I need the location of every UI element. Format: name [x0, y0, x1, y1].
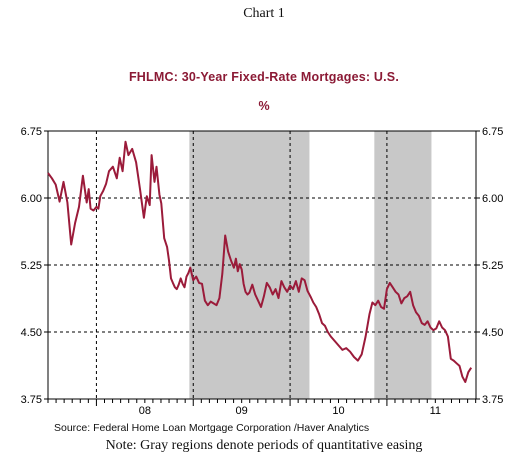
x-tick-label: 08 — [139, 405, 151, 417]
x-tick-label: 09 — [236, 405, 248, 417]
shaded-regions-layer — [189, 131, 432, 399]
x-tick-label: 10 — [332, 405, 344, 417]
y-tick-label-right: 6.75 — [482, 126, 503, 138]
y-tick-label-left: 6.75 — [21, 126, 42, 138]
qe-note: Note: Gray regions denote periods of qua… — [105, 438, 423, 453]
tick-layer: 3.75 3.75 4.50 4.50 5.25 5.25 6.00 6.00 6.75 6.75… — [21, 126, 504, 417]
mortgage-rate-line — [47, 140, 473, 383]
chart-unit-label: % — [258, 99, 270, 113]
y-tick-label-left: 6.00 — [21, 193, 42, 205]
x-tick-label: 11 — [430, 405, 441, 417]
chart-title: FHLMC: 30-Year Fixed-Rate Mortgages: U.S… — [128, 70, 400, 84]
y-tick-label-right: 3.75 — [482, 394, 503, 406]
y-tick-label-right: 5.25 — [482, 260, 503, 272]
series-layer — [47, 140, 473, 383]
grid-layer — [48, 131, 476, 399]
chart-plot: 3.75 3.75 4.50 4.50 5.25 5.25 6.00 6.00 6.75 6.75… — [21, 126, 504, 417]
chart-number-label: Chart 1 — [243, 6, 285, 21]
y-tick-label-left: 4.50 — [21, 327, 42, 339]
y-tick-label-right: 6.00 — [482, 193, 503, 205]
y-tick-label-left: 3.75 — [21, 394, 42, 406]
qe-shaded-region — [189, 131, 310, 399]
y-tick-label-right: 4.50 — [482, 327, 503, 339]
source-note: Source: Federal Home Loan Mortgage Corpo… — [54, 422, 370, 434]
y-tick-label-left: 5.25 — [21, 260, 42, 272]
